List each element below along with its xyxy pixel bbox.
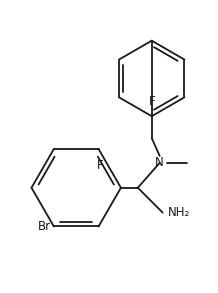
Text: N: N bbox=[155, 156, 164, 169]
Text: F: F bbox=[148, 95, 155, 108]
Text: NH₂: NH₂ bbox=[168, 206, 190, 219]
Text: F: F bbox=[97, 159, 104, 172]
Text: Br: Br bbox=[38, 220, 51, 233]
